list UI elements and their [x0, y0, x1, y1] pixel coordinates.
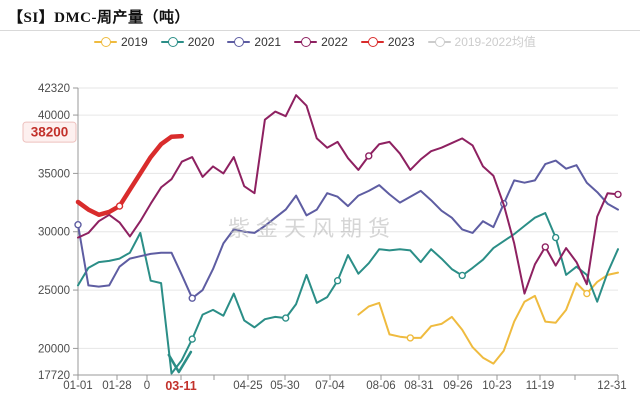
- data-point-marker-2020[interactable]: [333, 277, 342, 285]
- series-line-2019[interactable]: [357, 271, 619, 365]
- legend-item-2021[interactable]: 2021: [227, 35, 281, 49]
- data-point-marker-2022[interactable]: [541, 243, 550, 251]
- y-axis-label: 30000: [38, 227, 70, 239]
- x-axis-label: 01-01: [63, 380, 92, 392]
- highlight-value-label: 38200: [31, 125, 69, 140]
- legend-item-2023[interactable]: 2023: [360, 34, 415, 49]
- legend-line-circle-icon: [294, 36, 318, 47]
- highlight-value-badge: [22, 121, 77, 143]
- data-point-marker-2019[interactable]: [406, 334, 415, 342]
- data-point-marker-2021[interactable]: [188, 294, 196, 302]
- legend-item-2022[interactable]: 2022: [294, 35, 348, 49]
- series-line-2021[interactable]: [77, 159, 619, 300]
- x-axis-label: 10-23: [482, 380, 511, 392]
- legend-label: 2023: [387, 34, 415, 49]
- watermark: 紫金天风期货: [228, 216, 397, 241]
- x-axis-label: 04-25: [233, 380, 262, 392]
- y-axis-label: 20000: [38, 343, 70, 355]
- x-axis-label: 12-31: [597, 380, 626, 392]
- x-axis-label: 01-28: [102, 380, 131, 392]
- x-axis-label: 09-26: [443, 380, 472, 392]
- legend-line-circle-icon: [160, 36, 184, 47]
- series-line-2022[interactable]: [77, 94, 619, 295]
- legend-item-2019-2022均值[interactable]: 2019-2022均值: [427, 33, 536, 50]
- title-divider: [0, 30, 640, 31]
- data-point-marker-2020[interactable]: [188, 335, 196, 343]
- series-line-2023[interactable]: [75, 133, 185, 218]
- data-point-marker-2020[interactable]: [551, 233, 560, 242]
- data-point-marker-2022[interactable]: [365, 152, 373, 160]
- legend-label: 2022: [321, 34, 348, 49]
- x-axis-label-current: 03-11: [165, 379, 196, 393]
- series-line-2020[interactable]: [77, 212, 619, 375]
- legend-item-2020[interactable]: 2020: [160, 34, 215, 49]
- legend-label: 2021: [254, 34, 282, 49]
- legend-label: 2019-2022均值: [454, 35, 536, 49]
- data-point-marker-2019[interactable]: [583, 289, 591, 298]
- x-axis-label: 07-04: [315, 380, 345, 392]
- legend-line-circle-icon: [427, 36, 451, 47]
- data-point-marker-2022[interactable]: [614, 190, 622, 199]
- y-axis-label: 25000: [38, 285, 70, 297]
- x-axis-label: 05-30: [270, 380, 299, 392]
- legend-label: 2019: [121, 34, 148, 49]
- y-axis-label: 17720: [38, 370, 70, 382]
- x-axis-label: 08-06: [366, 380, 395, 392]
- current-week-check-icon: [167, 350, 193, 374]
- y-axis-label: 42320: [38, 83, 70, 95]
- x-axis-label: 08-31: [404, 380, 433, 392]
- data-point-marker-2020[interactable]: [281, 314, 290, 322]
- legend: 2019 2020 2021 2022 2023 2019-2022均值: [94, 33, 536, 50]
- legend-line-circle-icon: [360, 36, 384, 47]
- x-axis-label: 0: [144, 380, 150, 392]
- x-axis-label: 11-19: [526, 380, 555, 392]
- y-axis-label: 40000: [38, 110, 70, 122]
- data-point-marker-2023[interactable]: [115, 202, 124, 210]
- legend-line-circle-icon: [94, 36, 117, 47]
- data-point-marker-2020[interactable]: [458, 271, 466, 280]
- legend-item-2019[interactable]: 2019: [94, 35, 148, 49]
- legend-line-circle-icon: [227, 36, 251, 47]
- data-point-marker-2021[interactable]: [74, 221, 82, 229]
- chart-title: 【SI】DMC-周产量（吨）: [8, 10, 190, 26]
- legend-label: 2020: [187, 34, 215, 49]
- y-axis-label: 35000: [38, 168, 70, 180]
